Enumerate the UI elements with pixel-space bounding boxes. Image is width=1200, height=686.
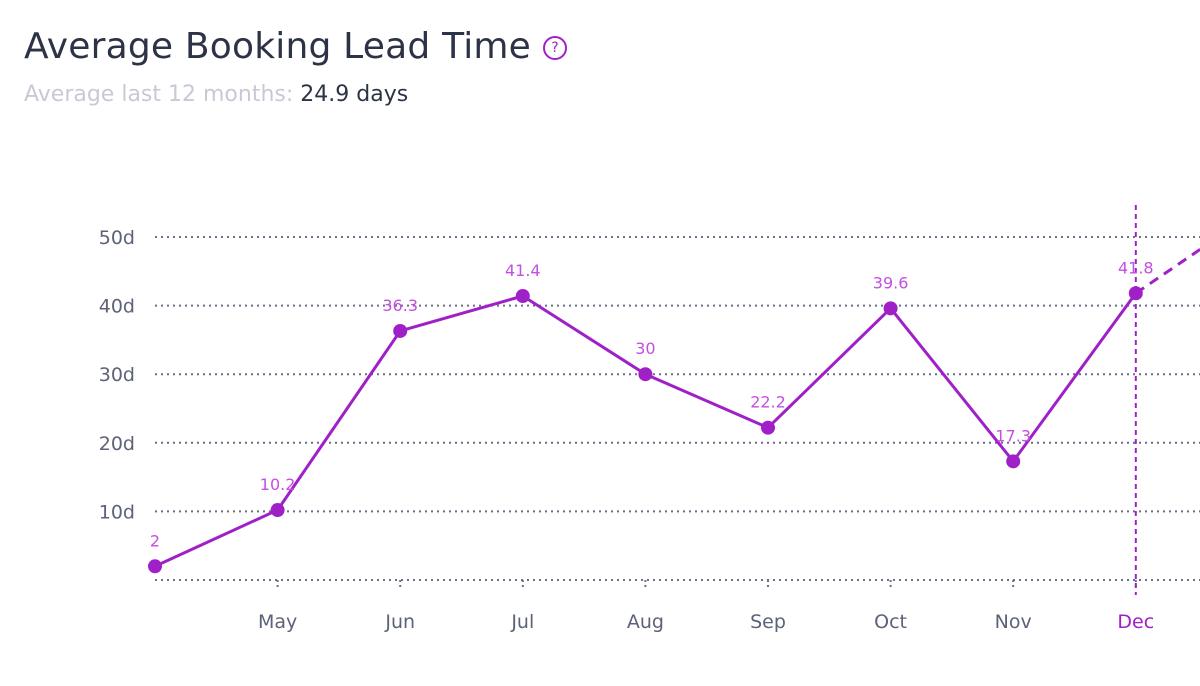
y-tick-label: 40d [99, 296, 135, 318]
data-label: 10.2 [260, 475, 296, 494]
data-label: 41.8 [1118, 258, 1154, 277]
y-tick-label: 50d [99, 227, 135, 249]
page-title: Average Booking Lead Time [24, 26, 532, 67]
subtitle-label: Average last 12 months: [24, 82, 294, 107]
x-tick-label: Nov [995, 611, 1032, 633]
series-line [154, 292, 1138, 568]
question-circle-icon[interactable]: ? [543, 36, 568, 60]
subtitle: Average last 12 months: 24.9 days [24, 80, 408, 110]
y-tick-label: 10d [99, 501, 135, 523]
data-point [393, 323, 408, 338]
x-tick-label: Oct [874, 611, 907, 633]
data-label: 30 [635, 339, 655, 358]
x-tick-label: Jun [384, 611, 415, 633]
data-point [1006, 454, 1021, 469]
x-tick-label: Dec [1117, 611, 1154, 633]
data-label: 22.2 [750, 393, 786, 412]
data-point [270, 503, 285, 518]
projection-line [1134, 247, 1200, 295]
data-point [515, 288, 530, 303]
x-tick-label: May [258, 611, 297, 633]
x-tick-label: Aug [627, 611, 664, 633]
y-tick-label: 30d [99, 364, 135, 386]
data-label: 39.6 [873, 273, 909, 292]
data-point [1128, 286, 1143, 301]
data-label: 41.4 [505, 261, 541, 280]
x-tick-label: Jul [510, 611, 534, 633]
x-tick-label: Sep [750, 611, 786, 633]
subtitle-value: 24.9 days [300, 82, 409, 107]
data-label: 17.3 [995, 426, 1031, 445]
data-point [761, 420, 775, 435]
title-row: Average Booking Lead Time ? [24, 24, 568, 70]
y-tick-label: 20d [99, 433, 135, 455]
data-label: 2 [150, 531, 160, 550]
data-label: 36.3 [382, 296, 418, 315]
data-point [883, 301, 898, 316]
data-point [148, 559, 162, 574]
data-point [638, 367, 653, 382]
